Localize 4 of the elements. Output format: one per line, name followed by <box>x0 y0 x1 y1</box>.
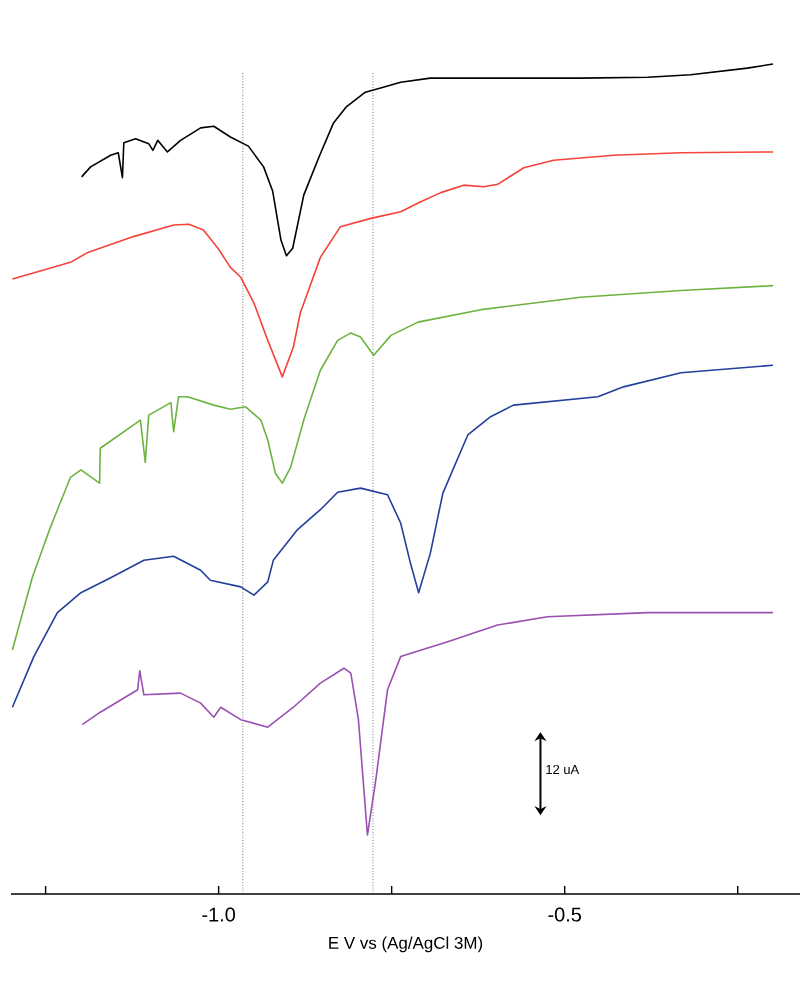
x-tick-label: -0.5 <box>548 907 582 922</box>
x-axis-title: E V vs (Ag/AgCl 3M) <box>329 936 483 953</box>
x-tick-label: -1.0 <box>202 907 236 922</box>
annotation: 12 uA <box>546 764 580 775</box>
